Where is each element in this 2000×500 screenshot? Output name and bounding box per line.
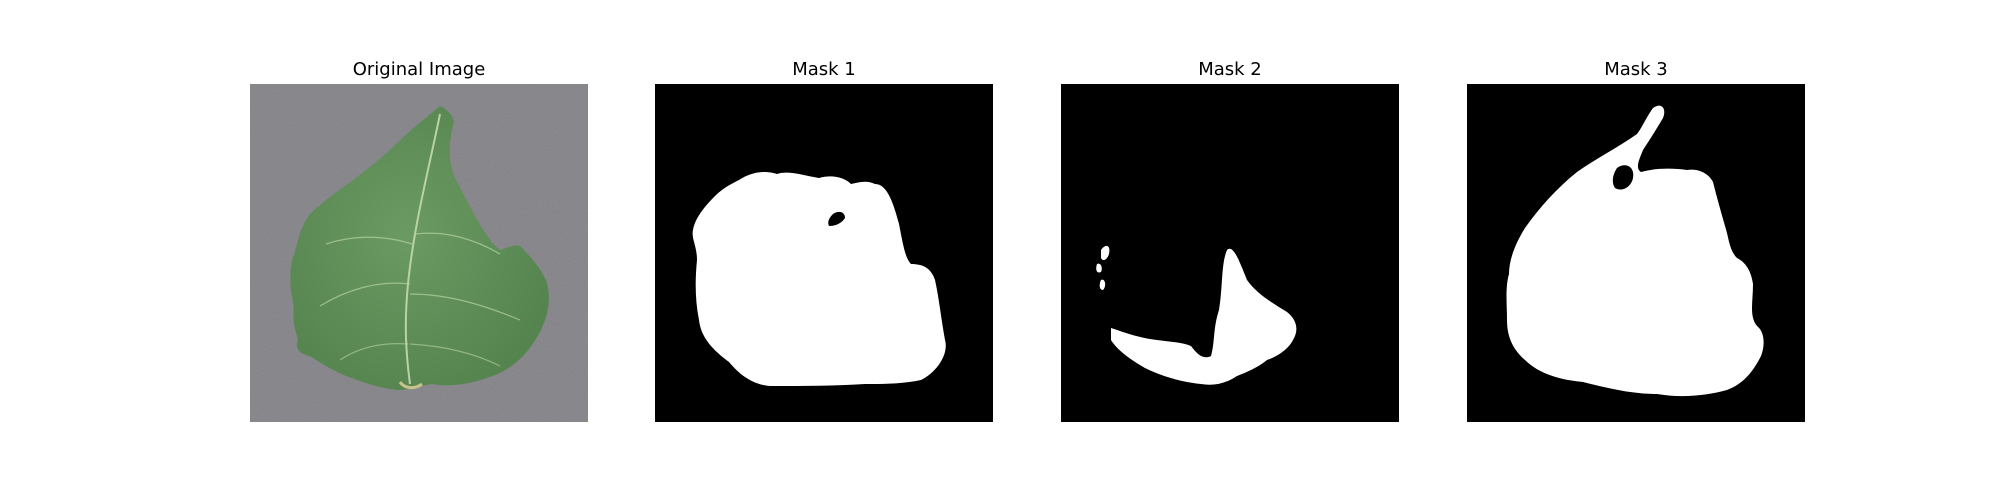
mask-2	[1061, 84, 1399, 422]
mask-region	[1111, 248, 1297, 385]
mask-region	[692, 172, 946, 386]
mask-3-image	[1467, 84, 1805, 422]
mask-1-image	[655, 84, 993, 422]
panel-mask-3: Mask 3	[1467, 58, 1805, 422]
leaf-veins	[319, 113, 521, 385]
mask-speck	[1099, 279, 1106, 290]
panel-original-image: Original Image	[250, 58, 588, 422]
panel-mask-1: Mask 1	[655, 58, 993, 422]
panel-title: Original Image	[352, 59, 486, 80]
mask-1	[655, 84, 993, 422]
mask-2-image	[1061, 84, 1399, 422]
leaf-stem	[398, 381, 423, 390]
panel-title: Mask 1	[792, 59, 856, 80]
panel-title: Mask 3	[1604, 59, 1668, 80]
original-image	[250, 84, 588, 422]
mask-hole	[828, 211, 845, 226]
panel-title: Mask 2	[1198, 59, 1262, 80]
mask-3	[1467, 84, 1805, 422]
mask-speck	[1101, 245, 1110, 261]
leaf-photo	[250, 84, 588, 422]
mask-hole	[1612, 165, 1634, 190]
panel-mask-2: Mask 2	[1061, 58, 1399, 422]
mask-region	[1506, 105, 1764, 397]
mask-speck	[1096, 263, 1102, 273]
leaf-shape	[290, 106, 549, 390]
